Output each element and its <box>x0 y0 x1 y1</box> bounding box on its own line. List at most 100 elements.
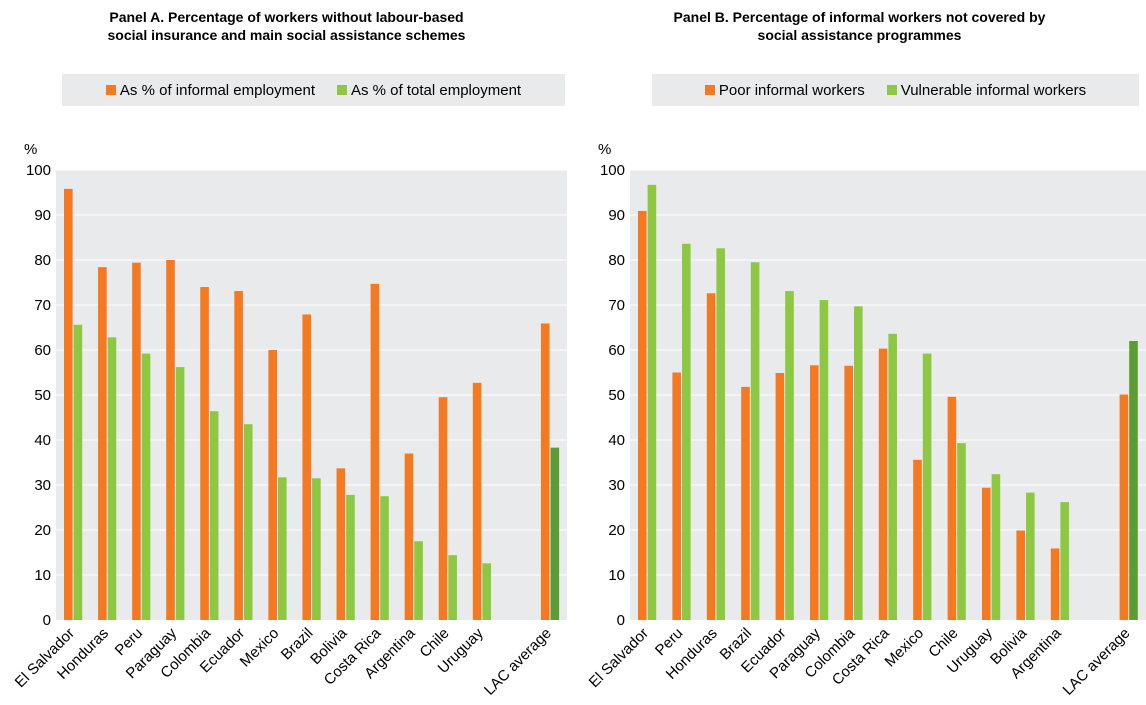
bar <box>107 337 117 620</box>
bar <box>482 563 491 620</box>
bar <box>1060 502 1069 620</box>
y-tick-label: 50 <box>34 387 51 404</box>
panel-a-legend: As % of informal employment As % of tota… <box>62 74 565 106</box>
bar <box>854 306 863 620</box>
y-tick-label: 70 <box>608 297 625 314</box>
bar <box>1026 492 1035 620</box>
panel-b-legend: Poor informal workers Vulnerable informa… <box>652 74 1139 106</box>
bar <box>716 248 725 621</box>
x-tick-label: LAC average <box>481 625 555 699</box>
bar <box>878 348 888 620</box>
bar <box>682 243 691 621</box>
y-axis-label: % <box>24 141 37 158</box>
bar <box>98 267 107 620</box>
legend-swatch-orange <box>105 85 116 95</box>
bar <box>913 459 922 620</box>
bar <box>132 262 141 620</box>
panel-b: Panel B. Percentage of informal workers … <box>573 0 1146 705</box>
bar <box>1016 530 1025 620</box>
bar <box>810 365 819 620</box>
bar <box>888 333 897 620</box>
bar <box>234 291 243 620</box>
y-tick-label: 90 <box>608 207 625 224</box>
legend-item-total-employment: As % of total employment <box>337 82 521 99</box>
legend-swatch-orange <box>704 85 715 95</box>
bar <box>991 474 1001 620</box>
legend-item-informal-employment: As % of informal employment <box>105 81 315 99</box>
y-tick-label: 30 <box>608 477 625 494</box>
bar <box>370 283 380 620</box>
bar <box>982 487 991 620</box>
y-tick-label: 0 <box>617 612 625 629</box>
panel-a-title: Panel A. Percentage of workers without l… <box>0 8 573 44</box>
y-tick-label: 40 <box>608 432 625 449</box>
y-tick-label: 90 <box>34 207 51 224</box>
bar <box>785 291 794 620</box>
legend-label: Poor informal workers <box>718 81 865 99</box>
bar <box>1119 394 1129 620</box>
y-tick-label: 0 <box>43 612 51 629</box>
bar <box>819 300 829 620</box>
bar <box>200 287 209 620</box>
x-tick-label: Mexico <box>237 625 283 671</box>
bar <box>844 365 853 620</box>
bar <box>380 496 389 620</box>
bar <box>448 555 457 620</box>
bar <box>166 260 175 620</box>
bar <box>672 372 681 620</box>
bar <box>278 477 287 620</box>
x-tick-label: LAC average <box>1060 625 1134 699</box>
bar <box>73 324 83 620</box>
legend-label: As % of informal employment <box>119 81 315 99</box>
panel-b-title-line2: social assistance programmes <box>757 27 962 43</box>
y-tick-label: 100 <box>600 162 625 179</box>
y-tick-label: 30 <box>34 477 51 494</box>
legend-label: As % of total employment <box>351 81 522 99</box>
panel-a: Panel A. Percentage of workers without l… <box>0 8 573 699</box>
x-tick-label: El Salvador <box>586 625 652 691</box>
bar <box>336 468 346 620</box>
bar <box>472 382 482 620</box>
y-tick-label: 10 <box>608 567 625 584</box>
bar <box>647 184 657 620</box>
y-tick-label: 60 <box>34 342 51 359</box>
bar <box>750 262 760 620</box>
bar <box>64 188 73 620</box>
bar <box>922 353 932 620</box>
bar <box>346 494 355 620</box>
y-tick-label: 80 <box>34 252 51 269</box>
bar <box>312 478 321 620</box>
y-tick-label: 50 <box>608 387 625 404</box>
bar <box>414 541 423 620</box>
bar <box>302 314 312 620</box>
y-tick-label: 70 <box>34 297 51 314</box>
bar <box>175 367 185 620</box>
x-tick-label: Mexico <box>882 625 928 671</box>
panel-a-title-line2: social insurance and main social assista… <box>107 27 466 43</box>
bar <box>438 397 448 620</box>
bar <box>1050 548 1060 620</box>
bar <box>550 447 560 620</box>
panel-b-title: Panel B. Percentage of informal workers … <box>573 8 1146 44</box>
bar <box>775 372 785 620</box>
bar <box>1129 341 1138 620</box>
legend-swatch-green <box>886 85 897 95</box>
y-axis-label: % <box>598 141 611 158</box>
bar <box>741 386 750 620</box>
bar <box>947 396 957 620</box>
y-tick-label: 60 <box>608 342 625 359</box>
panel-a-title-line1: Panel A. Percentage of workers without l… <box>109 9 464 25</box>
legend-label: Vulnerable informal workers <box>900 81 1087 99</box>
y-tick-label: 40 <box>34 432 51 449</box>
y-tick-label: 20 <box>34 522 51 539</box>
bar <box>540 323 550 620</box>
y-tick-label: 100 <box>26 162 51 179</box>
bar <box>404 453 414 620</box>
legend-item-vulnerable-informal: Vulnerable informal workers <box>886 81 1087 99</box>
legend-item-poor-informal: Poor informal workers <box>704 81 865 99</box>
bar <box>209 411 219 620</box>
bar <box>957 443 966 620</box>
bar <box>268 350 277 620</box>
